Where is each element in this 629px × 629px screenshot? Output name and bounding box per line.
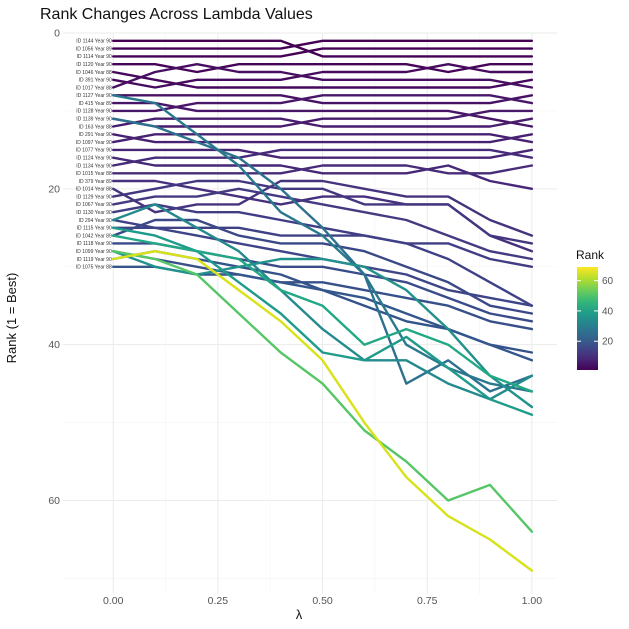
legend-tick-label: 40 [602,306,614,317]
series-line-13 [111,133,534,144]
series-line-12 [111,117,534,128]
series-line-3 [111,47,534,58]
series-line-21 [111,179,534,245]
x-axis-title: λ [296,607,303,622]
row-label: ID 294 Year 90 [79,218,112,224]
row-label: ID 1124 Year 90 [76,155,112,161]
row-label: ID 1127 Year 90 [76,93,112,99]
series-line-33 [111,203,534,401]
row-label: ID 1075 Year 88 [76,265,112,271]
y-tick-label: 20 [48,183,60,195]
series-line-16 [111,156,534,191]
row-label: ID 1056 Year 89 [76,46,112,52]
y-tick-label: 40 [48,339,60,351]
row-label: ID 1115 Year 90 [77,226,112,232]
legend-colorbar [577,267,598,370]
legend-title: Rank [576,248,605,262]
series-line-11 [111,109,534,128]
x-tick-label: 0.75 [417,595,438,607]
series-line-4 [111,62,534,74]
series-line-15 [111,148,534,159]
y-axis-title: Rank (1 = Best) [4,273,19,364]
series-line-22 [111,187,534,261]
x-tick-label: 0.25 [208,595,229,607]
row-label: ID 415 Year 89 [79,101,112,107]
row-label: ID 1099 Year 90 [76,249,112,255]
series-line-37 [111,249,534,533]
row-label: ID 1042 Year 89 [76,233,112,239]
row-label: ID 1114 Year 90 [77,54,112,60]
legend-tick-label: 20 [602,337,614,348]
row-label: ID 1017 Year 88 [76,85,112,91]
row-label: ID 1015 Year 88 [76,171,112,177]
row-label: ID 1046 Year 88 [76,70,112,76]
series-line-7 [111,62,534,89]
series-line-18 [111,164,534,175]
series-line-5 [111,70,534,89]
y-tick-label: 0 [54,28,60,40]
row-label: ID 1119 Year 90 [77,257,112,263]
row-label: ID 1144 Year 90 [76,39,112,45]
series-line-10 [111,94,534,113]
legend: Rank 20 40 60 [576,248,614,370]
y-tick-label: 60 [48,495,60,507]
series-line-32 [111,117,534,393]
series-line-17 [111,148,534,167]
series-group [111,39,534,572]
x-axis-ticks: 0.00 0.25 0.50 0.75 1.00 [103,595,542,607]
x-tick-label: 0.50 [312,595,333,607]
series-line-14 [111,133,534,144]
chart-title: Rank Changes Across Lambda Values [40,6,313,23]
series-line-34 [111,249,534,409]
series-line-38 [111,249,534,572]
series-line-1 [111,39,534,58]
series-line-28 [111,249,534,331]
series-line-6 [111,62,534,89]
row-label: ID 1130 Year 90 [76,210,112,216]
x-tick-label: 1.00 [522,595,543,607]
series-line-20 [111,179,534,237]
row-label: ID 1134 Year 90 [76,163,112,169]
row-label: ID 291 Year 90 [79,132,112,138]
row-label: ID 1120 Year 90 [76,62,112,68]
row-label: ID 391 Year 90 [79,78,112,84]
row-label: ID 1097 Year 90 [76,140,112,146]
series-line-2 [111,39,534,50]
series-line-35 [111,226,534,416]
row-label: ID 1077 Year 90 [76,148,112,154]
row-label: ID 1128 Year 90 [76,109,112,115]
row-label: ID 1014 Year 88 [76,187,112,193]
series-line-8 [111,94,534,105]
row-label: ID 1139 Year 90 [76,117,112,123]
row-label: ID 379 Year 89 [79,179,112,185]
row-label: ID 1118 Year 90 [77,241,112,247]
series-line-36 [111,234,534,393]
row-label: ID 1129 Year 90 [76,194,112,200]
series-line-9 [111,101,534,128]
row-label: ID 1067 Year 90 [76,202,112,208]
legend-tick-label: 60 [602,276,614,287]
x-tick-label: 0.00 [103,595,124,607]
series-line-31 [111,94,534,393]
y-axis-ticks: 0 20 40 60 [48,28,60,508]
row-label: ID 163 Year 88 [79,124,112,130]
